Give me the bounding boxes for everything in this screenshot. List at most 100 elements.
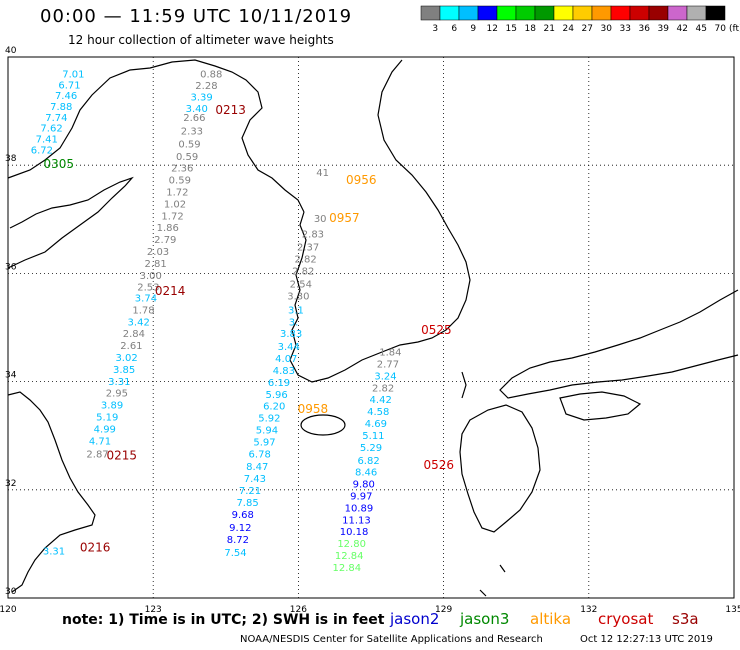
- satellite-label-s3a: s3a: [672, 610, 699, 628]
- swh-value: 2.36: [171, 164, 193, 175]
- swh-value: 4.07: [275, 354, 297, 365]
- coastline-tsushima: [461, 371, 467, 399]
- swh-value: 1.84: [379, 348, 401, 359]
- legend-swatch-42: [667, 5, 688, 21]
- swh-value: 3.: [289, 317, 299, 328]
- legend-unit: (ft): [729, 24, 740, 34]
- pass-time-0958: 0958: [298, 402, 329, 416]
- lon-tick-126: 126: [290, 605, 307, 615]
- swh-value: 2.79: [154, 235, 176, 246]
- swh-value: 6.19: [268, 378, 290, 389]
- map-frame: [7, 56, 735, 599]
- pass-time-0215: 0215: [106, 449, 137, 463]
- swh-value: 4.42: [370, 395, 392, 406]
- lon-tick-135: 135: [725, 605, 740, 615]
- swh-value: 8.72: [227, 535, 249, 546]
- lat-tick-32: 32: [5, 479, 16, 489]
- swh-value: 2.33: [181, 126, 203, 137]
- swh-value: 5.96: [265, 390, 287, 401]
- coastline-kyushu: [459, 404, 541, 533]
- swh-value: 4.83: [273, 366, 295, 377]
- pass-time-labels: 0305 0213 0956 0957 0214 0525 0958 0215 0526 0216: [44, 103, 454, 555]
- legend-label-18: 18: [525, 24, 537, 34]
- swh-value: 3.40: [186, 104, 208, 115]
- swh-value: 3.85: [113, 365, 135, 376]
- coastline-ryukyu: [479, 564, 506, 597]
- satellite-label-jason3: jason3: [460, 610, 510, 628]
- swh-value: 2.66: [183, 113, 205, 124]
- swh-value: 3.31: [43, 547, 65, 558]
- swh-value: 6.82: [357, 456, 379, 467]
- swh-value: 3.44: [278, 342, 300, 353]
- swh-value: 8.47: [246, 462, 268, 473]
- swh-value: 41: [316, 168, 329, 179]
- swh-value: 7.21: [239, 486, 261, 497]
- swh-value: 3.74: [135, 294, 157, 305]
- swh-value: 8.46: [355, 468, 377, 479]
- legend-label-30: 30: [601, 24, 613, 34]
- swh-value: 7.85: [236, 498, 258, 509]
- lon-tick-132: 132: [580, 605, 597, 615]
- lon-tick-123: 123: [145, 605, 162, 615]
- swh-value: 2.77: [377, 360, 399, 371]
- legend-label-27: 27: [582, 24, 593, 34]
- swh-value: 2.82: [292, 266, 314, 277]
- legend-swatch-70: [705, 5, 726, 21]
- swh-value: 2.95: [106, 389, 128, 400]
- swh-value: 3.31: [108, 377, 130, 388]
- swh-value: 2.37: [297, 243, 319, 254]
- swh-value: 6.78: [249, 449, 271, 460]
- legend-swatch-21: [534, 5, 555, 21]
- legend-swatch-45: [686, 5, 707, 21]
- legend-label-70: 70: [715, 24, 727, 34]
- pass-time-0525: 0525: [421, 323, 452, 337]
- legend-label-24: 24: [563, 24, 575, 34]
- legend-swatch-6: [439, 5, 460, 21]
- swh-value: 3.1: [288, 305, 304, 316]
- legend-swatch-39: [648, 5, 669, 21]
- legend-label-45: 45: [696, 24, 707, 34]
- pass-time-0956: 0956: [346, 173, 377, 187]
- legend-swatch-18: [515, 5, 536, 21]
- swh-value: 3.02: [115, 353, 137, 364]
- swh-value: 3.39: [190, 92, 212, 103]
- swh-value: 0.88: [200, 70, 222, 81]
- legend-swatch-3: [420, 5, 441, 21]
- swh-value: 1.86: [157, 223, 179, 234]
- swh-value: 7.41: [36, 134, 58, 145]
- swh-value: 5.29: [360, 443, 382, 454]
- lon-tick-120: 120: [0, 605, 17, 615]
- swh-value: 7.43: [244, 474, 266, 485]
- legend-swatch-9: [458, 5, 479, 21]
- legend-label-42: 42: [677, 24, 688, 34]
- coastline-liaodong: [7, 59, 305, 213]
- swh-value: 1.78: [132, 305, 154, 316]
- swh-value: 4.71: [89, 436, 111, 447]
- swh-value: 11.13: [342, 515, 371, 526]
- swh-value: 2.53: [137, 283, 159, 294]
- swh-value: 2.03: [147, 247, 169, 258]
- swh-value: 1.02: [164, 199, 186, 210]
- lon-tick-129: 129: [435, 605, 452, 615]
- swh-value: 0.59: [169, 176, 191, 187]
- swh-value: 3.42: [128, 317, 150, 328]
- swh-value: 30: [314, 214, 327, 225]
- legend-label-12: 12: [487, 24, 498, 34]
- pass-time-0526: 0526: [423, 458, 454, 472]
- swh-value: 6.72: [31, 145, 53, 156]
- swh-value: 9.12: [229, 523, 251, 534]
- swh-value: 2.28: [195, 81, 217, 92]
- swh-value: 7.74: [45, 113, 67, 124]
- swh-value: 1.72: [166, 187, 188, 198]
- satellite-label-jason2: jason2: [390, 610, 440, 628]
- swh-value: 0.59: [176, 152, 198, 163]
- swh-value: 4.58: [367, 407, 389, 418]
- coastline-shikoku: [559, 391, 642, 421]
- legend-label-3: 3: [432, 24, 438, 34]
- legend-swatch-12: [477, 5, 498, 21]
- map-axes: 120 123 126 129 132 135 40 38 36 34 32 30: [0, 46, 740, 615]
- coastline-shandong: [7, 176, 134, 269]
- swh-value: 3.83: [280, 329, 302, 340]
